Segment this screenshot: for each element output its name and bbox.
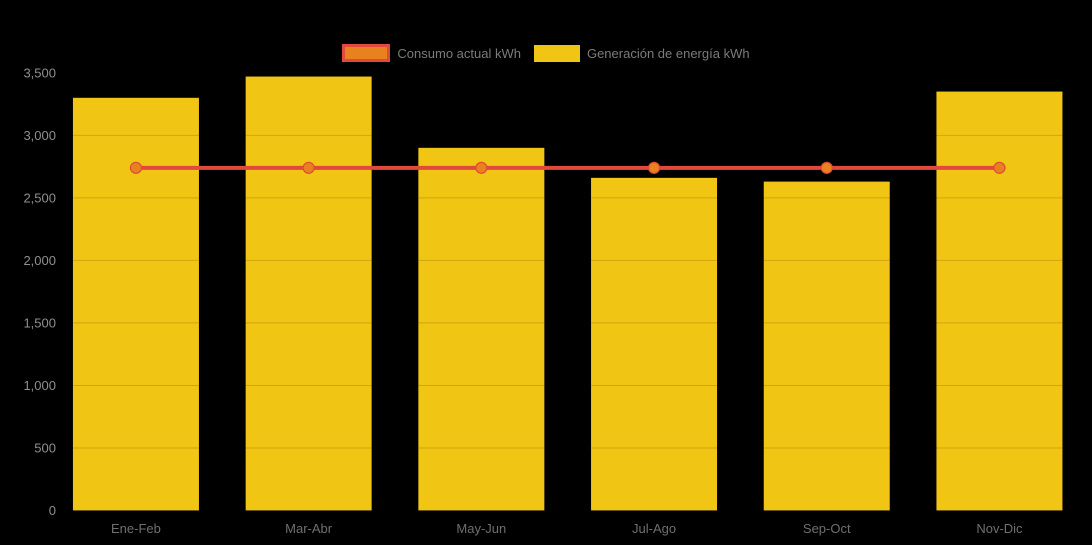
chart-legend: Consumo actual kWh Generación de energía… [0, 44, 1092, 62]
x-axis-label-ene-feb: Ene-Feb [111, 521, 161, 536]
x-axis-label-sep-oct: Sep-Oct [803, 521, 851, 536]
bar-may-jun[interactable] [418, 147, 545, 511]
point-ene-feb[interactable] [129, 161, 143, 174]
y-axis-label-3,500: 3,500 [23, 65, 56, 80]
bar-sep-oct[interactable] [763, 181, 890, 511]
x-axis-label-mar-abr: Mar-Abr [285, 521, 333, 536]
y-axis-label-2,000: 2,000 [23, 253, 56, 268]
bar-ene-feb[interactable] [72, 97, 199, 511]
point-jul-ago[interactable] [647, 161, 661, 174]
y-axis-label-500: 500 [34, 440, 56, 455]
x-axis-label-nov-dic: Nov-Dic [976, 521, 1023, 536]
point-may-jun[interactable] [475, 161, 488, 174]
generacion-energia-swatch-icon [533, 44, 580, 62]
legend-label-consumo-actual: Consumo actual kWh [397, 45, 521, 61]
point-nov-dic[interactable] [993, 161, 1006, 174]
y-axis-label-0: 0 [49, 503, 56, 518]
y-axis-label-1,000: 1,000 [23, 378, 56, 393]
consumo-actual-swatch-icon [342, 44, 391, 62]
bar-jul-ago[interactable] [591, 177, 718, 511]
point-sep-oct[interactable] [820, 161, 833, 174]
legend-item-generacion-energia[interactable]: Generación de energía kWh [533, 44, 750, 62]
bar-nov-dic[interactable] [936, 91, 1063, 511]
x-axis-label-may-jun: May-Jun [456, 521, 506, 536]
y-axis-label-2,500: 2,500 [23, 190, 56, 205]
y-axis-label-1,500: 1,500 [23, 315, 56, 330]
x-axis-label-jul-ago: Jul-Ago [632, 521, 676, 536]
legend-label-generacion-energia: Generación de energía kWh [586, 45, 750, 61]
legend-item-consumo-actual[interactable]: Consumo actual kWh [342, 44, 521, 62]
y-axis-label-3,000: 3,000 [23, 128, 56, 143]
bar-mar-abr[interactable] [245, 76, 372, 511]
point-mar-abr[interactable] [302, 161, 315, 174]
